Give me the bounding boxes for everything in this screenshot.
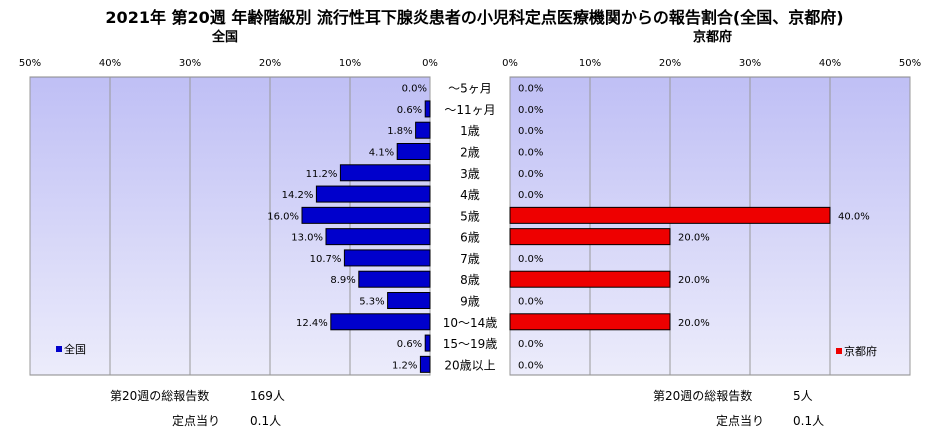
kyoto-total-value: 5人: [793, 389, 813, 403]
national-bar: [424, 334, 431, 352]
national-bar: [396, 143, 431, 160]
category-label: 4歳: [460, 188, 480, 202]
kyoto-bar: [509, 206, 831, 224]
right-tick-label: 0%: [502, 58, 518, 69]
national-data-label: 12.4%: [296, 318, 328, 329]
kyoto-per-value: 0.1人: [793, 414, 825, 428]
national-legend-swatch: [56, 346, 62, 352]
left-panel-label: 全国: [212, 30, 239, 45]
category-label: 2歳: [460, 146, 480, 160]
national-per-label: 定点当り: [172, 414, 221, 428]
national-bar: [301, 206, 431, 224]
category-label: 5歳: [460, 209, 480, 223]
kyoto-data-label: 20.0%: [678, 318, 710, 329]
category-label: 9歳: [460, 295, 480, 309]
left-plot-area: [29, 76, 431, 376]
kyoto-data-label: 0.0%: [518, 148, 543, 159]
national-data-label: 1.2%: [392, 360, 417, 371]
kyoto-data-label: 0.0%: [518, 84, 543, 95]
national-data-label: 13.0%: [291, 233, 323, 244]
chart-title: 2021年 第20週 年齢階級別 流行性耳下腺炎患者の小児科定点医療機関からの報…: [105, 8, 844, 27]
left-tick-label: 10%: [339, 58, 361, 69]
national-bar: [343, 249, 431, 267]
right-tick-label: 20%: [659, 58, 681, 69]
right-tick-label: 10%: [579, 58, 601, 69]
national-data-label: 8.9%: [330, 275, 355, 286]
national-data-label: 0.6%: [397, 339, 422, 350]
kyoto-data-label: 0.0%: [518, 360, 543, 371]
kyoto-bar: [509, 270, 671, 288]
left-tick-label: 20%: [259, 58, 281, 69]
national-data-label: 10.7%: [310, 254, 342, 265]
category-label: 6歳: [460, 231, 480, 245]
national-data-label: 5.3%: [359, 297, 384, 308]
right-plot-area: [509, 76, 911, 376]
right-panel-label: 京都府: [693, 30, 733, 45]
kyoto-per-label: 定点当り: [716, 414, 765, 428]
kyoto-data-label: 0.0%: [518, 297, 543, 308]
kyoto-total-label: 第20週の総報告数: [653, 389, 753, 403]
national-data-label: 0.6%: [397, 105, 422, 116]
kyoto-data-label: 0.0%: [518, 169, 543, 180]
national-data-label: 14.2%: [282, 190, 314, 201]
category-label: ～5ヶ月: [448, 82, 492, 96]
left-tick-label: 0%: [422, 58, 438, 69]
kyoto-data-label: 0.0%: [518, 339, 543, 350]
national-bar: [330, 313, 431, 331]
national-bar: [339, 164, 431, 182]
national-data-label: 11.2%: [306, 169, 338, 180]
national-total-value: 169人: [250, 389, 285, 403]
category-label: 8歳: [460, 273, 480, 287]
category-label: 15～19歳: [443, 337, 498, 351]
national-total-label: 第20週の総報告数: [110, 389, 210, 403]
kyoto-data-label: 0.0%: [518, 190, 543, 201]
kyoto-data-label: 0.0%: [518, 105, 543, 116]
national-data-label: 4.1%: [369, 148, 394, 159]
national-legend-label: 全国: [64, 342, 86, 356]
category-label: 3歳: [460, 167, 480, 181]
kyoto-bar: [509, 313, 671, 331]
national-bar: [415, 121, 431, 139]
category-label: ～11ヶ月: [444, 103, 495, 117]
category-label: 1歳: [460, 124, 480, 138]
national-data-label: 0.0%: [402, 84, 427, 95]
kyoto-data-label: 0.0%: [518, 254, 543, 265]
category-label: 10～14歳: [443, 316, 498, 330]
category-label: 7歳: [460, 252, 480, 266]
national-data-label: 1.8%: [387, 126, 412, 137]
right-tick-label: 30%: [739, 58, 761, 69]
kyoto-bar: [509, 228, 671, 246]
left-tick-label: 50%: [19, 58, 41, 69]
kyoto-data-label: 20.0%: [678, 275, 710, 286]
category-label: 20歳以上: [444, 358, 495, 372]
national-bar: [325, 228, 431, 246]
kyoto-legend-label: 京都府: [844, 344, 877, 358]
national-bar: [424, 100, 431, 118]
right-tick-label: 40%: [819, 58, 841, 69]
national-bar: [315, 185, 431, 203]
kyoto-data-label: 20.0%: [678, 233, 710, 244]
national-per-value: 0.1人: [250, 414, 282, 428]
left-tick-label: 30%: [179, 58, 201, 69]
national-bar: [387, 292, 431, 309]
kyoto-data-label: 40.0%: [838, 211, 870, 222]
national-bar: [358, 270, 431, 288]
kyoto-data-label: 0.0%: [518, 126, 543, 137]
kyoto-legend-swatch: [836, 348, 842, 354]
national-bar: [419, 355, 431, 373]
left-tick-label: 40%: [99, 58, 121, 69]
right-tick-label: 50%: [899, 58, 921, 69]
national-data-label: 16.0%: [267, 211, 299, 222]
